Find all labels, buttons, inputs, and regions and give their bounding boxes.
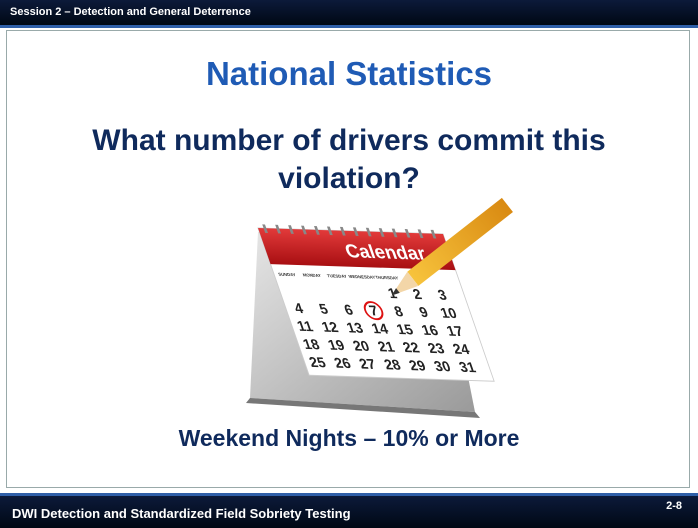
pencil-lead — [391, 288, 400, 296]
day-number: 22 — [401, 340, 422, 356]
calendar-label: Calendar — [342, 241, 429, 264]
day-number: 10 — [438, 306, 459, 322]
binding-ring — [365, 227, 372, 237]
course-label: DWI Detection and Standardized Field Sob… — [12, 506, 351, 521]
day-number: 23 — [426, 341, 447, 357]
weekday: SUNDAY — [278, 272, 297, 277]
binding-ring — [288, 225, 294, 234]
pencil-tip — [391, 271, 419, 296]
binding-ring — [378, 228, 385, 237]
day-number: 30 — [432, 359, 453, 375]
binding-ring — [275, 224, 281, 234]
binding-ring — [404, 229, 411, 238]
slide-title: National Statistics — [205, 55, 493, 92]
day-number: 24 — [451, 342, 472, 358]
day-number: 12 — [320, 320, 341, 336]
binding-ring — [262, 224, 268, 234]
binding-ring — [430, 229, 437, 239]
day-number: 15 — [395, 322, 416, 338]
day-number: 20 — [351, 339, 372, 355]
day-number: 18 — [301, 337, 322, 353]
weekday: MONDAY — [302, 273, 322, 279]
question: What number of drivers commit this viola… — [92, 124, 606, 195]
binding-ring — [326, 226, 333, 236]
day-number: 29 — [407, 358, 428, 374]
pencil — [391, 197, 513, 296]
stand-edge — [246, 398, 480, 418]
day-number: 25 — [307, 355, 328, 371]
day-number: 17 — [445, 324, 466, 340]
page-header — [258, 228, 456, 271]
day-number: 19 — [326, 338, 347, 354]
day-circle — [363, 301, 384, 321]
binding-ring — [352, 227, 359, 236]
day-number: 27 — [357, 357, 378, 373]
footer-bar: DWI Detection and Standardized Field Sob… — [0, 493, 698, 528]
binding-ring — [339, 226, 346, 236]
day-number: 28 — [382, 358, 403, 374]
page-number: 2-8 — [666, 500, 682, 512]
binding-ring — [417, 229, 424, 239]
binding-ring — [391, 228, 398, 238]
day-number: 31 — [457, 360, 478, 376]
header-bar: Session 2 – Detection and General Deterr… — [0, 0, 698, 28]
pencil-body — [407, 197, 513, 286]
session-label: Session 2 – Detection and General Deterr… — [10, 6, 251, 18]
content-frame — [6, 30, 690, 488]
binding-ring — [301, 225, 307, 235]
day-number: 16 — [420, 323, 441, 339]
weekday: TUESDAY — [326, 273, 347, 279]
day-number: 21 — [376, 339, 397, 355]
day-number: 14 — [370, 321, 391, 337]
weekday: WEDNESDAY — [348, 274, 376, 280]
answer: Weekend Nights – 10% or More — [178, 425, 520, 451]
day-number: 11 — [295, 319, 315, 335]
day-number: 26 — [332, 356, 353, 372]
day-number: 13 — [345, 321, 366, 337]
weekday: THURSDAY — [375, 275, 399, 281]
binding-ring — [314, 226, 320, 235]
